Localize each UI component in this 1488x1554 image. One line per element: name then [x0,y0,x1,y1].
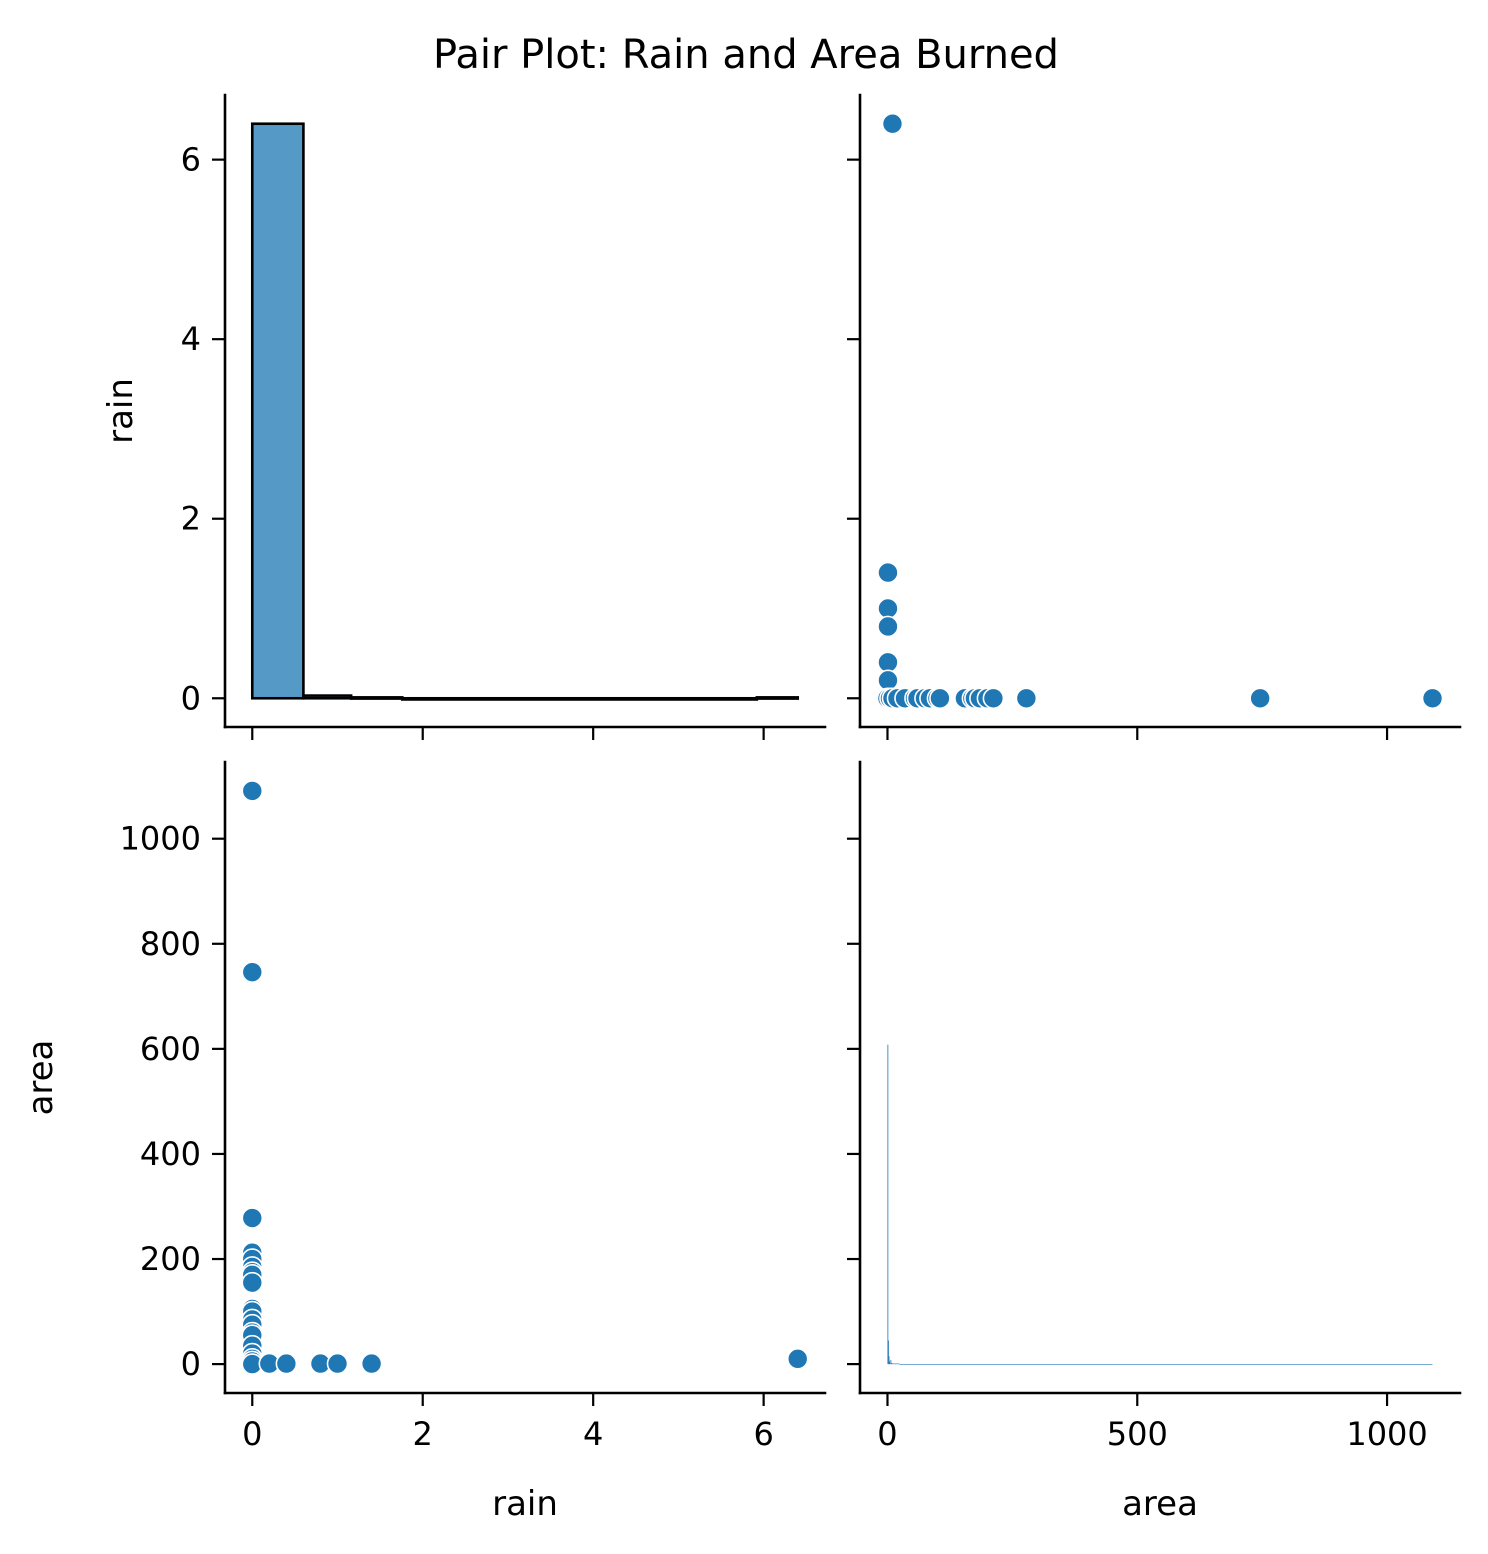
y-tick-label: 1000 [120,820,201,858]
panel-area-vs-rain: 0 2 4 6 0 200 400 600 800 1000 rain area [21,760,827,1524]
scatter-point [360,1352,383,1375]
panel-rain-vs-rain: 0 2 4 6 rain [101,93,827,740]
scatter-point [326,1352,349,1375]
hist-bar [899,1364,1433,1365]
y-axis-label: rain [101,378,141,444]
x-tick-label: 2 [413,1415,433,1453]
hist-bar [890,1359,892,1365]
y-tick-label: 0 [181,1345,201,1383]
hist-bar [893,1363,900,1365]
x-axis-label: rain [492,1484,558,1524]
y-tick-label: 6 [181,141,201,179]
x-tick-label: 6 [753,1415,773,1453]
scatter-point [881,112,904,135]
x-tick-label: 500 [1107,1415,1168,1453]
scatter-point [241,780,264,802]
panels-group: 0 2 4 6 rain 0 2 4 6 0 200 400 600 800 1000 rain area 0 50… [21,93,1462,1524]
scatter-point [982,687,1005,710]
hist-bar [250,122,305,700]
x-tick-label: 1000 [1346,1415,1427,1453]
y-tick-label: 4 [181,320,201,358]
scatter-point [929,687,951,710]
panel-rain-vs-area [847,93,1462,740]
hist-bar [891,1363,893,1365]
y-tick-label: 800 [140,925,201,963]
y-tick-label: 2 [181,500,201,538]
hist-bar [887,1044,889,1365]
hist-bar [349,696,404,700]
x-tick-label: 4 [583,1415,603,1453]
figure-title: Pair Plot: Rain and Area Burned [433,32,1059,78]
scatter-point [241,1207,264,1229]
hist-bar [889,1361,891,1365]
scatter-point [877,597,899,620]
y-tick-label: 200 [140,1240,201,1278]
scatter-point [877,561,899,584]
y-tick-label: 0 [181,679,201,717]
scatter-point [877,651,899,674]
scatter-point [877,669,899,692]
scatter-point [877,615,899,638]
scatter-point [1249,687,1271,710]
y-tick-label: 600 [140,1030,201,1068]
hist-bar [888,1356,890,1365]
hist-bar [400,696,759,701]
hist-bar [892,1363,894,1365]
y-tick-label: 400 [140,1135,201,1173]
hist-bar [302,694,353,700]
scatter-point [241,961,264,983]
x-tick-label: 0 [877,1415,897,1453]
scatter-point [786,1348,809,1370]
scatter-point [241,1271,264,1294]
hist-bar [888,1340,889,1365]
scatter-point [275,1352,298,1375]
x-tick-label: 0 [242,1415,262,1453]
panel-area-vs-area: 0 500 1000 area [847,760,1462,1524]
y-axis-label: area [21,1040,61,1116]
scatter-point [1015,687,1038,710]
hist-bar [889,1363,891,1365]
hist-bar [755,696,800,700]
x-axis-label: area [1122,1484,1198,1524]
scatter-point [1421,687,1444,710]
